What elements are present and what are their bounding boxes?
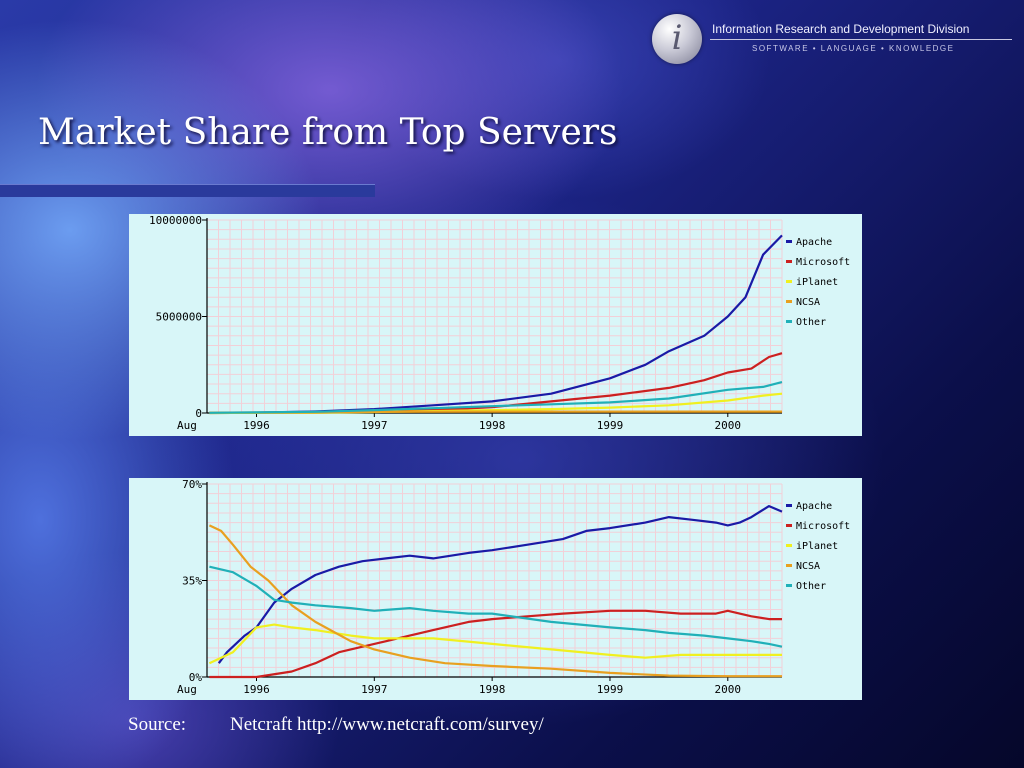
org-tagline: SOFTWARE • LANGUAGE • KNOWLEDGE <box>752 44 955 53</box>
x-tick-label: 1996 <box>243 419 270 432</box>
series-line-apache <box>217 505 783 664</box>
legend-label-apache: Apache <box>796 501 832 512</box>
y-tick-label: 10000000 <box>149 214 202 227</box>
legend-swatch-ncsa <box>786 300 792 303</box>
series-line-ncsa <box>208 524 782 678</box>
legend-label-iplanet: iPlanet <box>796 277 838 288</box>
series-line-other <box>209 565 783 648</box>
logo-letter: i <box>671 18 683 58</box>
chart-grid <box>206 219 783 414</box>
legend-swatch-microsoft <box>786 524 792 527</box>
series-line-iplanet <box>208 623 782 665</box>
series-line-microsoft <box>209 609 782 679</box>
y-tick-label: 0 <box>195 407 202 420</box>
x-tick-label: 1997 <box>361 419 388 432</box>
x-tick-label: 1999 <box>597 419 624 432</box>
series-line-other <box>209 381 783 414</box>
legend-label-microsoft: Microsoft <box>796 521 850 532</box>
series-line-apache <box>209 234 783 414</box>
x-tick-label: 1997 <box>361 683 388 696</box>
legend-label-other: Other <box>796 317 826 328</box>
header-divider <box>710 39 1012 40</box>
legend-label-microsoft: Microsoft <box>796 257 850 268</box>
server-count-chart: 0 5000000 10000000 Aug 1996 1997 1998 1999 2000 A… <box>129 214 862 436</box>
legend-label-other: Other <box>796 581 826 592</box>
x-tick-label: 1999 <box>597 683 624 696</box>
source-label: Source: <box>128 714 187 735</box>
y-tick-label: 5000000 <box>156 311 202 324</box>
legend-label-ncsa: NCSA <box>796 561 820 572</box>
legend-swatch-microsoft <box>786 260 792 263</box>
legend-swatch-ncsa <box>786 564 792 567</box>
y-tick-label: 35% <box>182 575 202 588</box>
market-share-percent-chart: 0% 35% 70% Aug 1996 1997 1998 1999 2000 Apache Mic… <box>129 478 862 700</box>
x-start-label: Aug <box>177 683 197 696</box>
legend-swatch-other <box>786 584 792 587</box>
legend-swatch-other <box>786 320 792 323</box>
chart-svg: 0% 35% 70% Aug 1996 1997 1998 1999 2000 Apache Mic… <box>177 478 850 696</box>
legend-swatch-apache <box>786 240 792 243</box>
legend-swatch-apache <box>786 504 792 507</box>
slide-title: Market Share from Top Servers <box>38 112 618 153</box>
title-underline-bar <box>0 184 375 197</box>
division-logo: i <box>652 14 702 64</box>
y-tick-label: 70% <box>182 478 202 491</box>
source-citation: Netcraft http://www.netcraft.com/survey/ <box>230 714 544 735</box>
chart-grid <box>206 483 783 678</box>
x-tick-label: 1998 <box>479 683 506 696</box>
x-tick-label: 2000 <box>715 683 742 696</box>
legend-swatch-iplanet <box>786 544 792 547</box>
org-name: Information Research and Development Div… <box>712 22 970 36</box>
x-tick-label: 1996 <box>243 683 270 696</box>
legend-label-iplanet: iPlanet <box>796 541 838 552</box>
x-start-label: Aug <box>177 419 197 432</box>
legend-label-ncsa: NCSA <box>796 297 820 308</box>
chart-svg: 0 5000000 10000000 Aug 1996 1997 1998 1999 2000 A… <box>149 214 850 432</box>
legend-swatch-iplanet <box>786 280 792 283</box>
x-tick-label: 1998 <box>479 419 506 432</box>
x-tick-label: 2000 <box>715 419 742 432</box>
legend-label-apache: Apache <box>796 237 832 248</box>
y-tick-label: 0% <box>189 671 203 684</box>
